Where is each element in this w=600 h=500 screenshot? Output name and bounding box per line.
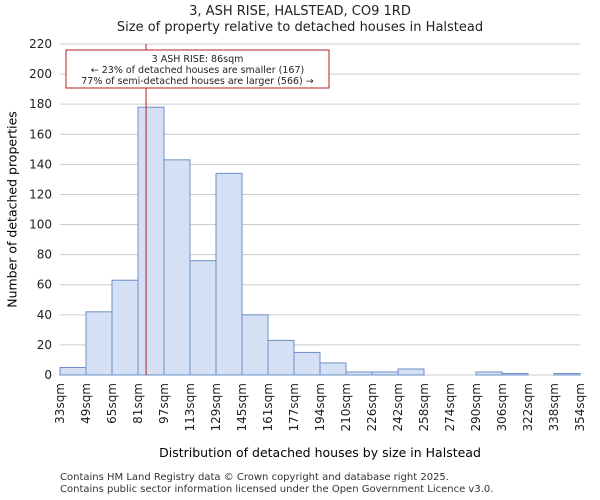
y-tick-label: 200 [29, 67, 52, 81]
histogram-bar [371, 371, 399, 376]
histogram-bar [111, 279, 139, 376]
y-axis-label: Number of detached properties [4, 111, 19, 308]
x-tick-label: 258sqm [417, 383, 431, 431]
y-tick-label: 0 [44, 368, 52, 382]
x-tick-label: 274sqm [443, 383, 457, 431]
histogram-bar [319, 362, 347, 376]
footer-line-2: Contains public sector information licen… [60, 484, 494, 495]
histogram-bar [163, 159, 191, 376]
y-tick-label: 160 [29, 127, 52, 141]
histogram-bar [215, 172, 243, 376]
y-tick-label: 40 [37, 308, 52, 322]
x-tick-label: 113sqm [183, 383, 197, 431]
y-tick-label: 120 [29, 187, 52, 201]
annotation-line-2: ← 23% of detached houses are smaller (16… [91, 65, 304, 76]
histogram-bar [241, 314, 269, 376]
histogram-bar [397, 368, 425, 376]
x-tick-label: 145sqm [235, 383, 249, 431]
x-tick-label: 194sqm [313, 383, 327, 431]
y-tick-label: 100 [29, 218, 52, 232]
histogram-bar [189, 260, 217, 376]
annotation-box [65, 49, 330, 89]
y-tick-label: 220 [29, 37, 52, 51]
histogram-bar [475, 371, 503, 376]
histogram-bar [345, 371, 373, 376]
annotation-line-1: 3 ASH RISE: 86sqm [152, 54, 244, 65]
x-tick-label: 97sqm [157, 383, 171, 424]
footer-line-1: Contains HM Land Registry data © Crown c… [60, 472, 449, 483]
histogram-bar [59, 366, 87, 376]
y-tick-label: 80 [37, 248, 52, 262]
x-tick-label: 33sqm [53, 383, 67, 424]
x-tick-label: 49sqm [79, 383, 93, 424]
y-tick-label: 20 [37, 338, 52, 352]
y-tick-label: 60 [37, 278, 52, 292]
x-axis-label: Distribution of detached houses by size … [159, 445, 481, 460]
chart-title: 3, ASH RISE, HALSTEAD, CO9 1RD [189, 4, 411, 19]
x-tick-label: 81sqm [131, 383, 145, 424]
histogram-bar [553, 372, 581, 376]
x-tick-label: 226sqm [365, 383, 379, 431]
histogram-bar [137, 106, 165, 376]
x-tick-label: 338sqm [547, 383, 561, 431]
x-tick-label: 322sqm [521, 383, 535, 431]
histogram-bar [267, 339, 295, 376]
y-tick-label: 140 [29, 157, 52, 171]
x-tick-label: 242sqm [391, 383, 405, 431]
x-tick-label: 354sqm [573, 383, 587, 431]
x-tick-label: 210sqm [339, 383, 353, 431]
x-tick-label: 161sqm [261, 383, 275, 431]
x-tick-label: 177sqm [287, 383, 301, 431]
histogram-bar [293, 351, 321, 376]
histogram-bar [501, 372, 529, 376]
annotation-line-3: 77% of semi-detached houses are larger (… [81, 76, 314, 87]
y-tick-label: 180 [29, 97, 52, 111]
x-tick-label: 290sqm [469, 383, 483, 431]
chart-subtitle: Size of property relative to detached ho… [116, 20, 484, 35]
x-tick-label: 129sqm [209, 383, 223, 431]
histogram-bar [85, 311, 113, 376]
x-tick-label: 306sqm [495, 383, 509, 431]
x-tick-label: 65sqm [105, 383, 119, 424]
